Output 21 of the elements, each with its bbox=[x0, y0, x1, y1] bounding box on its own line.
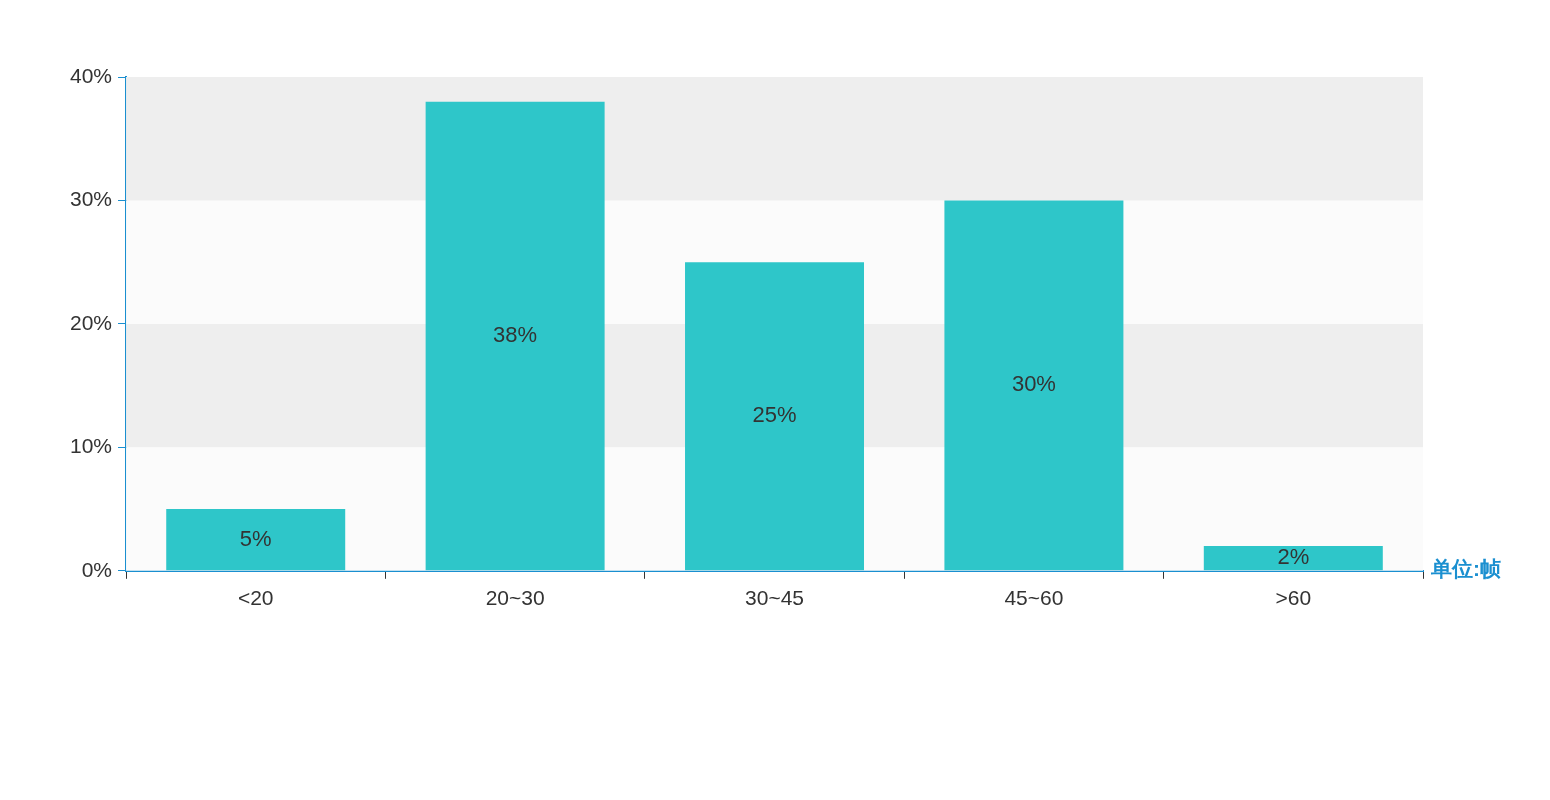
y-tick-label: 30% bbox=[70, 187, 113, 211]
y-tick-label: 40% bbox=[70, 63, 113, 87]
bar bbox=[425, 101, 605, 571]
x-axis-title: 单位:帧 bbox=[1430, 556, 1501, 580]
data-label: 30% bbox=[1011, 371, 1056, 397]
x-tick-label: 45~60 bbox=[1004, 586, 1064, 610]
y-tick-label: 20% bbox=[70, 310, 113, 334]
y-tick-label: 0% bbox=[81, 557, 113, 581]
x-tick-label: 20~30 bbox=[485, 586, 545, 610]
y-tick-label: 10% bbox=[70, 434, 113, 458]
data-label: 25% bbox=[752, 402, 797, 428]
bar bbox=[1203, 546, 1383, 571]
bar bbox=[166, 509, 346, 571]
x-tick-label: >60 bbox=[1275, 586, 1312, 610]
data-label: 5% bbox=[239, 525, 272, 551]
data-label: 2% bbox=[1277, 544, 1310, 570]
bar bbox=[685, 262, 865, 571]
x-tick-label: <20 bbox=[237, 586, 274, 610]
x-tick-label: 30~45 bbox=[745, 586, 805, 610]
data-label: 38% bbox=[493, 322, 538, 348]
bar bbox=[944, 200, 1124, 571]
